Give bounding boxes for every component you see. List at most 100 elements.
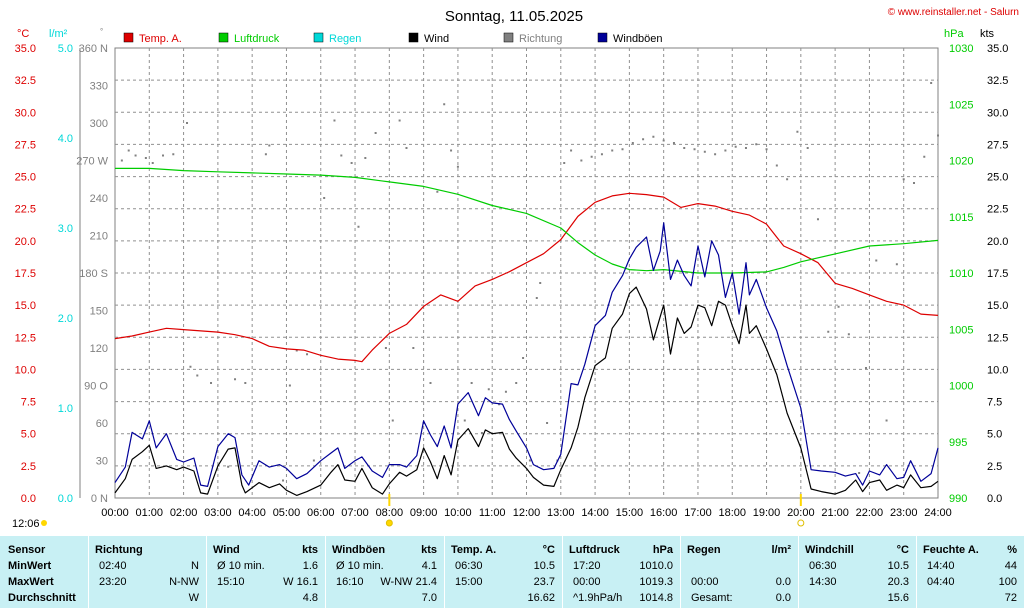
legend-label-0: Temp. A. <box>139 33 182 45</box>
direction-point <box>151 162 154 164</box>
temp-tick-label: 17.5 <box>15 268 36 280</box>
temp-tick-label: 35.0 <box>15 43 36 55</box>
temp-unit-label: °C <box>17 28 29 40</box>
stats-time: 00:00 <box>691 576 719 588</box>
stats-value: 44 <box>1004 560 1017 572</box>
sunset-marker-dot <box>797 519 805 527</box>
stats-value: 10.5 <box>887 560 909 572</box>
series-line-3 <box>114 222 939 487</box>
direction-tick-label: 360 N <box>79 43 108 55</box>
kts-tick-label: 27.5 <box>987 139 1008 151</box>
x-axis: 00:00 01:00 02:00 03:00 04:00 05:00 06:00 07:00… <box>101 507 952 519</box>
direction-point <box>724 149 727 152</box>
stats-time: ^1.9hPa/h <box>573 592 623 604</box>
rain-tick-label: 0.0 <box>58 493 73 505</box>
stats-header: Feuchte A. <box>923 544 979 556</box>
stats-column: Richtung 02:40 N 23:20 N-NW W <box>88 536 207 608</box>
temp-tick-label: 10.0 <box>15 364 36 376</box>
row-label-max: MaxWert <box>8 576 54 588</box>
x-tick-label: 17:00 <box>684 507 712 519</box>
rain-unit-small: ° <box>100 27 103 36</box>
direction-point <box>693 148 696 151</box>
x-tick-label: 00:00 <box>101 507 129 519</box>
direction-point <box>875 259 878 262</box>
x-tick-label: 24:00 <box>924 507 952 519</box>
stats-time: 16:10 <box>336 576 364 588</box>
copyright-text: © www.reinstaller.net - Salurn <box>888 7 1019 18</box>
legend-swatch-4 <box>503 32 514 43</box>
direction-point <box>186 122 189 124</box>
grid <box>114 47 939 499</box>
direction-point <box>340 154 343 157</box>
direction-tick-label: 0 N <box>91 493 108 505</box>
stats-time: 14:40 <box>927 560 955 572</box>
data-series <box>114 167 939 496</box>
direction-point <box>134 154 137 157</box>
direction-point <box>144 157 147 159</box>
stats-table: Sensor MinWert MaxWert Durchschnitt Rich… <box>0 536 1024 608</box>
direction-point <box>288 384 291 387</box>
direction-point <box>480 432 483 434</box>
stats-header: Temp. A. <box>451 544 497 556</box>
direction-point <box>631 142 634 144</box>
direction-tick-label: 30 <box>96 456 108 468</box>
direction-point <box>837 305 840 308</box>
direction-point <box>127 149 130 152</box>
chart-title: Sonntag, 11.05.2025 <box>445 8 583 25</box>
stats-value: 7.0 <box>421 592 437 604</box>
stats-value: 1019.3 <box>639 576 673 588</box>
pressure-tick-label: 1025 <box>949 99 973 111</box>
stats-header: Windchill <box>805 544 854 556</box>
direction-point <box>744 147 747 149</box>
direction-point <box>535 297 538 299</box>
stats-value: N <box>191 560 199 572</box>
direction-point <box>264 153 267 156</box>
stats-time: 14:30 <box>809 576 837 588</box>
kts-tick-label: 35.0 <box>987 43 1008 55</box>
x-tick-label: 02:00 <box>170 507 198 519</box>
series-line-1 <box>115 167 939 274</box>
kts-tick-label: 15.0 <box>987 300 1008 312</box>
direction-point <box>295 349 298 352</box>
pressure-tick-label: 1030 <box>949 43 973 55</box>
stats-value: 1.6 <box>302 560 318 572</box>
direction-point <box>306 353 309 356</box>
direction-tick-label: 60 <box>96 418 108 430</box>
stats-column: Windböen kts Ø 10 min. 4.1 16:10 W-NW 21.4 7.0 <box>325 536 445 608</box>
x-tick-label: 12:00 <box>513 507 541 519</box>
rain-unit-label: l/m² <box>49 28 68 40</box>
direction-point <box>189 365 192 368</box>
stats-column: Luftdruck hPa 17:20 1010.0 00:00 1019.3 ^1.9hP… <box>562 536 681 608</box>
direction-point <box>210 382 213 384</box>
direction-point <box>357 225 360 228</box>
legend-label-2: Regen <box>329 33 361 45</box>
stats-value: W 16.1 <box>283 576 318 588</box>
direction-point <box>196 374 199 377</box>
direction-point <box>384 347 387 349</box>
stats-value: 10.5 <box>533 560 555 572</box>
pressure-tick-label: 990 <box>949 493 967 505</box>
stats-time: 15:10 <box>217 576 245 588</box>
stats-value: 4.1 <box>421 560 437 572</box>
x-tick-label: 18:00 <box>718 507 746 519</box>
stats-header: Regen <box>687 544 721 556</box>
direction-tick-label: 270 W <box>76 156 108 168</box>
direction-point <box>672 142 675 144</box>
direction-point <box>350 162 353 164</box>
legend-swatch-3 <box>408 32 419 43</box>
stats-time: Ø 10 min. <box>336 560 384 572</box>
stats-value: 16.62 <box>527 592 555 604</box>
stats-value: 72 <box>1004 592 1017 604</box>
legend-label-1: Luftdruck <box>234 33 280 45</box>
direction-point <box>570 149 573 152</box>
direction-point <box>374 132 377 134</box>
direction-point <box>391 419 394 422</box>
direction-point <box>268 144 271 147</box>
stats-time: 04:40 <box>927 576 955 588</box>
pressure-tick-label: 1000 <box>949 381 973 393</box>
stats-unit: % <box>1007 544 1017 556</box>
sunrise-marker-dot <box>385 519 393 527</box>
stats-value: 1014.8 <box>639 592 673 604</box>
temp-tick-label: 5.0 <box>21 429 36 441</box>
rain-tick-label: 1.0 <box>58 403 73 415</box>
